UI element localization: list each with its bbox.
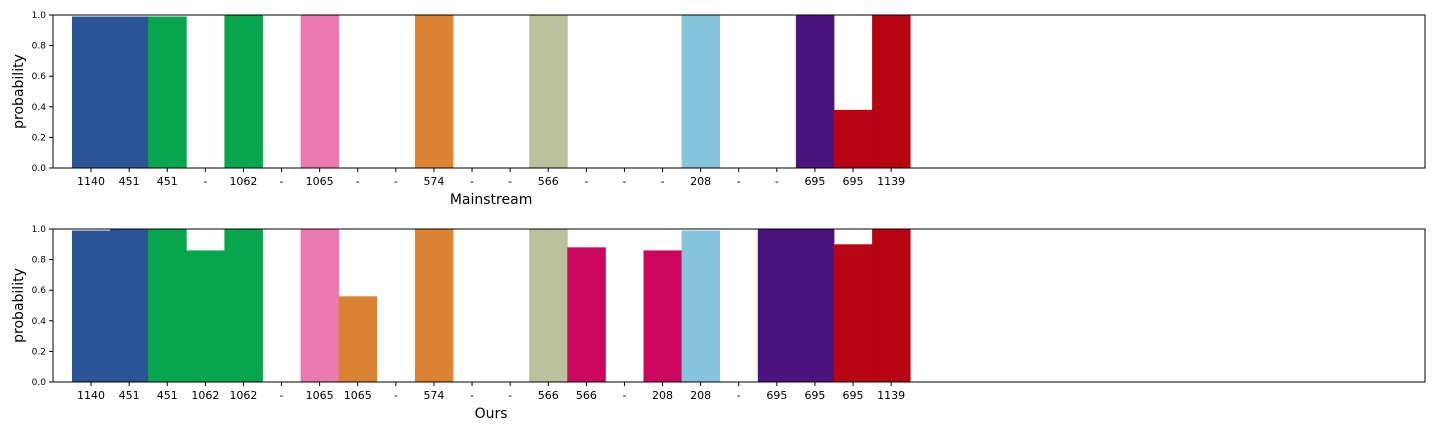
- bar: [795, 15, 835, 168]
- x-tick-label: -: [622, 389, 626, 402]
- bar: [643, 250, 682, 382]
- x-tick-label: 1139: [877, 175, 905, 188]
- x-tick-label: 208: [690, 175, 711, 188]
- x-tick-label: 1139: [877, 389, 905, 402]
- x-tick-label: 1065: [306, 389, 334, 402]
- bar: [148, 229, 187, 382]
- bar: [186, 250, 225, 382]
- bar: [148, 16, 187, 169]
- x-tick-label: 451: [157, 389, 178, 402]
- subplot-2: 0.0 0.2 0.4 0.6 0.8 1.0 1140 451 451 1062 1062 - 106…: [11, 225, 1426, 422]
- x-tick-label: -: [508, 175, 512, 188]
- y-tick-label: 0.2: [32, 347, 46, 357]
- bar: [414, 15, 454, 168]
- x-tick-label: 1065: [344, 389, 372, 402]
- bar: [834, 244, 873, 382]
- x-tick-label: 695: [804, 175, 825, 188]
- bar: [224, 229, 263, 382]
- x-tick-label: 1140: [77, 389, 105, 402]
- x-tick-label: -: [470, 389, 474, 402]
- x-tick-label: 695: [843, 175, 864, 188]
- x-tick-label: 566: [538, 389, 559, 402]
- bar: [872, 229, 911, 382]
- x-tick-label: -: [584, 175, 588, 188]
- y-tick-label: 0.4: [32, 317, 47, 327]
- x-tick-label: 208: [652, 389, 673, 402]
- x-tick-label: 451: [119, 389, 140, 402]
- x-tick-label: 451: [157, 175, 178, 188]
- y-tick-label: 1.0: [32, 11, 47, 21]
- x-tick-label: 566: [538, 175, 559, 188]
- x-axis-title: Ours: [475, 406, 508, 422]
- x-tick-label: 695: [843, 389, 864, 402]
- y-tick-label: 0.0: [32, 378, 47, 388]
- bar: [414, 229, 454, 382]
- x-tick-label: 1062: [229, 389, 257, 402]
- x-tick-label: -: [622, 175, 626, 188]
- x-tick-label: -: [280, 389, 284, 402]
- x-tick-label: -: [775, 175, 779, 188]
- y-tick-label: 0.6: [32, 72, 47, 82]
- bar: [529, 229, 568, 382]
- x-tick-label: -: [394, 389, 398, 402]
- x-tick-label: 1062: [191, 389, 219, 402]
- bar: [681, 15, 721, 168]
- y-axis-title: probability: [11, 54, 27, 129]
- y-tick-label: 0.8: [32, 256, 47, 266]
- bar: [300, 15, 340, 168]
- bar: [224, 15, 263, 168]
- x-tick-label: 208: [690, 389, 711, 402]
- subplot-1: 0.0 0.2 0.4 0.6 0.8 1.0 1140 451 451 - 1062 - 1065 - -…: [11, 11, 1426, 208]
- bar: [72, 230, 111, 382]
- x-tick-label: -: [661, 175, 665, 188]
- x-tick-label: -: [356, 175, 360, 188]
- y-axis-title: probability: [11, 268, 27, 343]
- y-tick-label: 0.2: [32, 133, 46, 143]
- x-tick-label: 574: [423, 389, 444, 402]
- y-tick-label: 0.8: [32, 42, 47, 52]
- x-tick-label: 1062: [229, 175, 257, 188]
- bar: [110, 229, 149, 382]
- bar: [300, 229, 340, 382]
- x-tick-label: -: [508, 389, 512, 402]
- x-tick-label: -: [280, 175, 284, 188]
- x-tick-label: -: [737, 175, 741, 188]
- bar: [567, 247, 606, 382]
- x-tick-label: -: [394, 175, 398, 188]
- y-tick-label: 0.4: [32, 103, 47, 113]
- x-tick-label: -: [470, 175, 474, 188]
- x-tick-label: -: [203, 175, 207, 188]
- x-tick-label: 695: [804, 389, 825, 402]
- bar: [795, 229, 835, 382]
- y-tick-label: 0.0: [32, 164, 47, 174]
- bar: [872, 15, 911, 168]
- x-tick-label: 451: [119, 175, 140, 188]
- bar: [72, 16, 111, 169]
- x-axis-title: Mainstream: [450, 192, 532, 208]
- y-tick-label: 1.0: [32, 225, 47, 235]
- x-tick-label: 1065: [306, 175, 334, 188]
- x-tick-label: 695: [766, 389, 787, 402]
- x-tick-label: -: [737, 389, 741, 402]
- bar: [338, 296, 378, 382]
- bar: [529, 15, 568, 168]
- bar: [681, 230, 721, 382]
- bar: [757, 229, 797, 382]
- bar: [110, 16, 149, 169]
- bar: [834, 109, 873, 168]
- x-tick-label: 566: [576, 389, 597, 402]
- y-tick-label: 0.6: [32, 286, 47, 296]
- x-tick-label: 1140: [77, 175, 105, 188]
- x-tick-label: 574: [423, 175, 444, 188]
